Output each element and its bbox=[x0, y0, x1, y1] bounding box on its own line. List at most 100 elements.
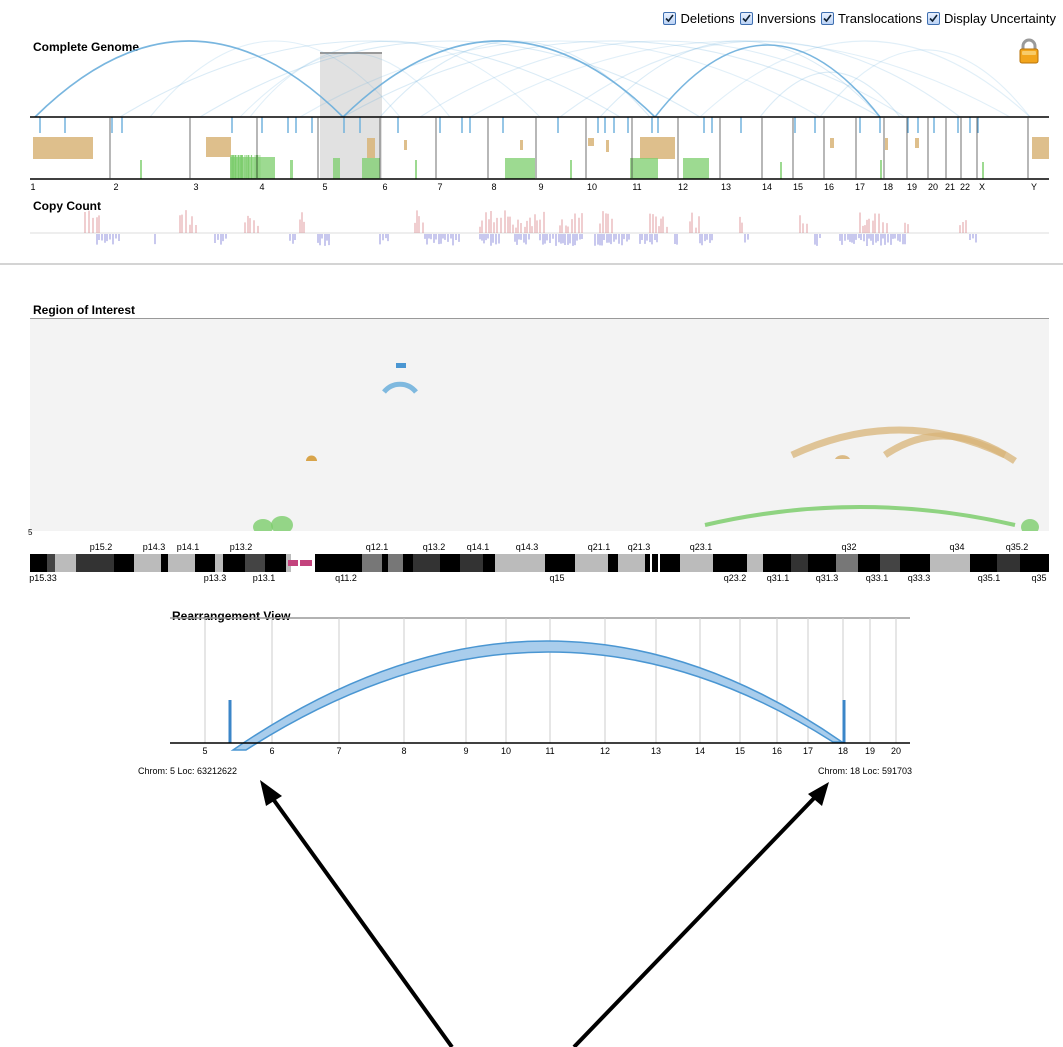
deletions-checkbox[interactable]: Deletions bbox=[663, 11, 735, 26]
deletion-block bbox=[630, 158, 658, 179]
rearrangement-tick-5: 5 bbox=[202, 746, 207, 756]
chromosome-band bbox=[362, 554, 382, 572]
rearrangement-view[interactable]: Rearrangement View 5 6 7 8 9 10 11 12 13 14 15 16 17… bbox=[0, 610, 1063, 780]
band-label-q14.1: q14.1 bbox=[467, 542, 490, 552]
band-label-p13.2: p13.2 bbox=[230, 542, 253, 552]
deletion-block bbox=[880, 160, 882, 179]
chromosome-label-15: 15 bbox=[793, 182, 803, 192]
region-of-interest-title: Region of Interest bbox=[33, 303, 136, 317]
chromosome-band bbox=[223, 554, 245, 572]
translocation-arc bbox=[379, 40, 651, 118]
band-label-q31.3: q31.3 bbox=[816, 573, 839, 583]
arrow-left-shaft bbox=[266, 790, 454, 1047]
band-label-q15: q15 bbox=[549, 573, 564, 583]
translocation-arc bbox=[342, 40, 881, 118]
band-label-q23.1: q23.1 bbox=[690, 542, 713, 552]
rearrangement-tick-16: 16 bbox=[772, 746, 782, 756]
band-label-q11.2: q11.2 bbox=[335, 573, 357, 583]
rearrangement-tick-13: 13 bbox=[651, 746, 661, 756]
translocations-label: Translocations bbox=[837, 11, 922, 26]
inversion-block bbox=[830, 138, 834, 148]
band-label-p15.33: p15.33 bbox=[29, 573, 57, 583]
rearrangement-tick-8: 8 bbox=[401, 746, 406, 756]
chromosome-label-12: 12 bbox=[678, 182, 688, 192]
checkbox-check-icon bbox=[663, 12, 677, 25]
chromosome-label-19: 19 bbox=[907, 182, 917, 192]
chromosome-label-8: 8 bbox=[491, 182, 496, 192]
chromosome-band bbox=[836, 554, 858, 572]
chromosome-label-16: 16 bbox=[824, 182, 834, 192]
complete-genome-view[interactable]: 1 2 3 4 5 6 7 8 9 10 11 12 13 14 15 16 17 18 19 20 21 22 X Y bbox=[0, 0, 1063, 200]
chromosome-band bbox=[970, 554, 997, 572]
rearrangement-tick-9: 9 bbox=[463, 746, 468, 756]
chromosome-label-10: 10 bbox=[587, 182, 597, 192]
chromosome-band bbox=[440, 554, 460, 572]
rearrangement-tick-7: 7 bbox=[336, 746, 341, 756]
band-label-p13.3: p13.3 bbox=[204, 573, 227, 583]
rearrangement-tick-19: 19 bbox=[865, 746, 875, 756]
translocation-arc bbox=[239, 40, 541, 118]
deletion-block bbox=[333, 158, 340, 179]
deletion-block bbox=[415, 160, 417, 179]
chromosome-band bbox=[900, 554, 930, 572]
band-label-q34: q34 bbox=[949, 542, 964, 552]
chromosome-band bbox=[1020, 554, 1049, 572]
genome-feature-blocks bbox=[33, 137, 1049, 179]
band-label-p13.1: p13.1 bbox=[253, 573, 276, 583]
rearrangement-tick-14: 14 bbox=[695, 746, 705, 756]
inversion-block bbox=[885, 138, 888, 150]
chromosome-band bbox=[215, 554, 223, 572]
display-uncertainty-checkbox[interactable]: Display Uncertainty bbox=[927, 11, 1056, 26]
translocations-checkbox[interactable]: Translocations bbox=[820, 11, 922, 26]
chromosome-band bbox=[245, 554, 265, 572]
rearrangement-tick-11: 11 bbox=[545, 746, 554, 756]
chromosome-label-9: 9 bbox=[538, 182, 543, 192]
chromosome-band bbox=[55, 554, 76, 572]
band-label-q14.3: q14.3 bbox=[516, 542, 539, 552]
translocation-arc bbox=[34, 40, 344, 118]
chromosome-ideogram[interactable]: p15.2 p14.3 p14.1 p13.2 q12.1 q13.2 q14.1 q14.3… bbox=[0, 539, 1063, 585]
chromosome-band bbox=[680, 554, 713, 572]
deletion-block bbox=[780, 162, 782, 179]
deletion-block bbox=[570, 160, 572, 179]
inversions-checkbox[interactable]: Inversions bbox=[739, 11, 816, 26]
translocation-arc bbox=[149, 40, 401, 118]
chromosome-band bbox=[997, 554, 1020, 572]
chromosome-band bbox=[930, 554, 970, 572]
arrow-left-head-icon bbox=[260, 780, 282, 806]
chromosome-label-X: X bbox=[979, 182, 985, 192]
band-label-q35.2: q35.2 bbox=[1006, 542, 1029, 552]
inversion-block bbox=[404, 140, 407, 150]
rearrangement-arc bbox=[230, 640, 845, 751]
inversions-label: Inversions bbox=[756, 11, 816, 26]
region-of-interest-panel[interactable] bbox=[30, 318, 1049, 535]
deletion-block bbox=[505, 158, 535, 179]
inversion-block bbox=[1032, 137, 1049, 159]
chromosome-band bbox=[161, 554, 168, 572]
display-uncertainty-label: Display Uncertainty bbox=[944, 11, 1056, 26]
rearrangement-tick-12: 12 bbox=[600, 746, 610, 756]
rearrangement-tick-10: 10 bbox=[501, 746, 511, 756]
chromosome-band bbox=[315, 554, 362, 572]
chromosome-label-18: 18 bbox=[883, 182, 893, 192]
left-breakpoint-coordinate: Chrom: 5 Loc: 63212622 bbox=[138, 766, 238, 776]
chromosome-label-6: 6 bbox=[382, 182, 387, 192]
band-label-q33.3: q33.3 bbox=[908, 573, 931, 583]
translocation-arc bbox=[819, 49, 1031, 118]
chromosome-band bbox=[791, 554, 808, 572]
lock-icon[interactable] bbox=[1017, 38, 1041, 69]
breakpoint-ticks bbox=[39, 117, 979, 133]
annotation-arrows bbox=[260, 780, 829, 1047]
chromosome-band bbox=[168, 554, 195, 572]
chromosome-band bbox=[403, 554, 413, 572]
copy-count-track bbox=[0, 210, 1063, 265]
chromosome-band bbox=[713, 554, 747, 572]
deletion-block bbox=[683, 158, 709, 179]
right-breakpoint-coordinate: Chrom: 18 Loc: 591703 bbox=[818, 766, 913, 776]
band-label-p14.3: p14.3 bbox=[143, 542, 166, 552]
centromere-band bbox=[300, 560, 312, 566]
chromosome-dividers bbox=[109, 117, 1029, 179]
band-label-q35.1: q35.1 bbox=[978, 573, 1001, 583]
deletion-block bbox=[290, 160, 293, 179]
chromosome-band bbox=[608, 554, 618, 572]
